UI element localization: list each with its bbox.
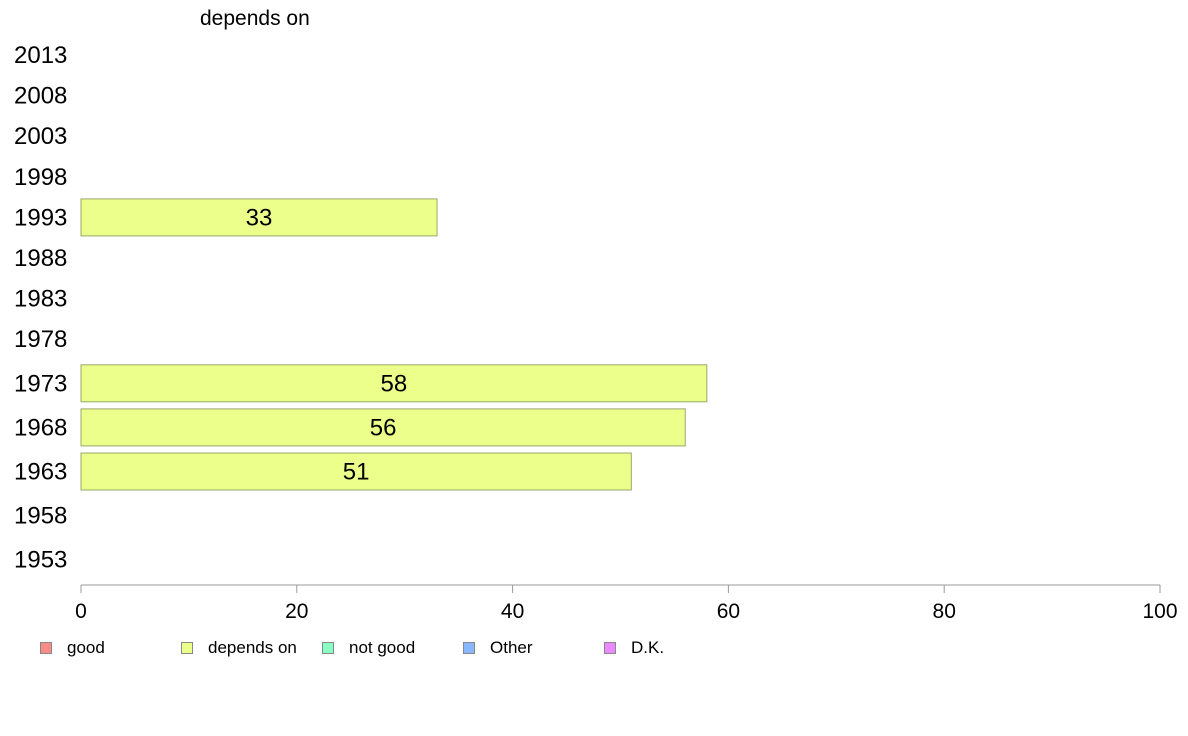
y-tick-label: 1983 [14, 286, 67, 313]
x-tick-label: 40 [501, 600, 524, 623]
y-tick-label: 2013 [14, 42, 67, 69]
legend-item: Other [463, 638, 533, 658]
legend: good depends on not good Other D.K. [0, 638, 1188, 662]
legend-item: depends on [181, 638, 297, 658]
bar [80, 408, 686, 447]
legend-swatch [322, 642, 334, 654]
y-tick-label: 1988 [14, 245, 67, 272]
y-tick-label: 1958 [14, 503, 67, 530]
bar [80, 364, 708, 403]
data-label: 58 [381, 370, 408, 397]
x-tick-label: 0 [75, 600, 87, 623]
y-tick-label: 1968 [14, 414, 67, 441]
legend-label: D.K. [631, 638, 665, 657]
x-tick-label: 80 [933, 600, 956, 623]
data-label: 33 [246, 204, 273, 231]
legend-swatch [604, 642, 616, 654]
y-tick-label: 2003 [14, 123, 67, 150]
legend-label: not good [349, 638, 416, 657]
data-label: 56 [370, 414, 397, 441]
y-tick-label: 2008 [14, 83, 67, 110]
legend-item: D.K. [604, 638, 664, 658]
y-tick-label: 1998 [14, 164, 67, 191]
y-tick-label: 1953 [14, 547, 67, 574]
bar [80, 452, 632, 491]
legend-swatch [40, 642, 52, 654]
chart-title: depends on [200, 7, 310, 30]
x-tick-label: 60 [717, 600, 740, 623]
legend-item: not good [322, 638, 415, 658]
legend-item: good [40, 638, 105, 658]
legend-label: depends on [208, 638, 297, 657]
legend-swatch [463, 642, 475, 654]
y-tick-label: 1973 [14, 370, 67, 397]
x-tick-label: 100 [1142, 600, 1177, 623]
bar-chart: 2013 2008 2003 1998 1993 1988 1983 1978 1973 1968… [14, 42, 1178, 623]
x-tick-label: 20 [285, 600, 308, 623]
bar [80, 198, 438, 237]
legend-swatch [181, 642, 193, 654]
y-tick-label: 1978 [14, 326, 67, 353]
y-tick-label: 1963 [14, 459, 67, 486]
data-label: 51 [343, 459, 370, 486]
y-tick-label: 1993 [14, 204, 67, 231]
legend-label: Other [490, 638, 533, 657]
legend-label: good [67, 638, 105, 657]
